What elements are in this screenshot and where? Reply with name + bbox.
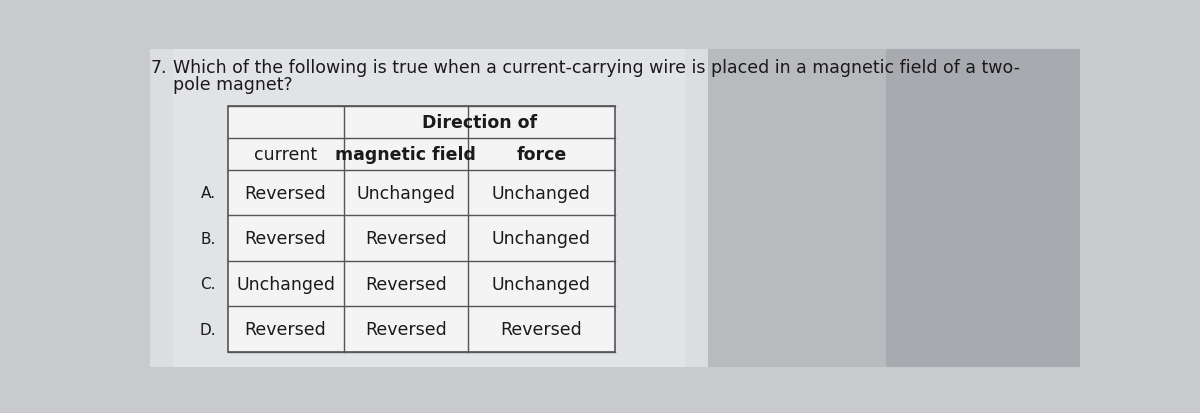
Text: Unchanged: Unchanged (492, 275, 590, 293)
Text: Reversed: Reversed (245, 184, 326, 202)
Text: A.: A. (200, 185, 216, 201)
Text: Which of the following is true when a current-carrying wire is placed in a magne: Which of the following is true when a cu… (173, 59, 1020, 77)
Text: Unchanged: Unchanged (492, 230, 590, 247)
Text: pole magnet?: pole magnet? (173, 76, 293, 94)
Text: Reversed: Reversed (365, 275, 446, 293)
Text: C.: C. (200, 277, 216, 292)
Text: 7.: 7. (150, 59, 167, 77)
Bar (173, 50, 685, 368)
Text: B.: B. (200, 231, 216, 246)
Text: Unchanged: Unchanged (356, 184, 455, 202)
Text: current: current (254, 145, 317, 163)
Text: Unchanged: Unchanged (236, 275, 335, 293)
Text: Direction of: Direction of (422, 114, 536, 131)
Text: Reversed: Reversed (365, 230, 446, 247)
Text: D.: D. (199, 322, 216, 337)
Text: Reversed: Reversed (245, 230, 326, 247)
Bar (150, 50, 708, 368)
Text: Reversed: Reversed (500, 320, 582, 338)
Text: force: force (516, 145, 566, 163)
Text: Unchanged: Unchanged (492, 184, 590, 202)
Bar (887, 50, 1080, 368)
Bar (708, 50, 1080, 368)
Text: Reversed: Reversed (365, 320, 446, 338)
Text: Reversed: Reversed (245, 320, 326, 338)
Bar (228, 107, 616, 352)
Text: magnetic field: magnetic field (335, 145, 476, 163)
